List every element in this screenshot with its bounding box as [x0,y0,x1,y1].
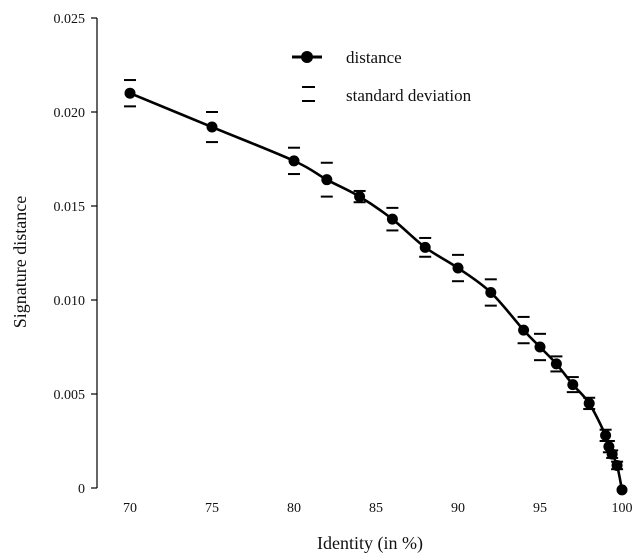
data-point [206,121,218,133]
data-point [452,262,464,274]
x-tick-label: 80 [287,501,301,516]
data-point [550,358,562,370]
x-tick-label: 90 [451,501,465,516]
y-tick-label: 0.010 [54,294,86,309]
y-tick-label: 0.015 [54,200,86,215]
y-axis: 0 0.005 0.010 0.015 0.020 0.025 [54,12,98,497]
data-point [419,241,431,253]
data-point [600,429,612,441]
data-point [321,174,333,186]
data-point [518,324,530,336]
data-point [386,213,398,225]
legend-distance-label: distance [346,48,402,67]
y-tick-label: 0.005 [54,388,86,403]
legend-std-label: standard deviation [346,86,472,105]
data-point [583,397,595,409]
series-layer [124,79,628,496]
data-point [124,87,136,99]
data-point [485,286,497,298]
data-point [534,341,546,353]
data-point [606,448,618,460]
x-tick-label: 95 [533,501,547,516]
y-axis-title: Signature distance [10,196,30,328]
data-point [616,484,628,496]
legend-distance-marker [301,51,313,63]
x-tick-label: 70 [123,501,137,516]
y-tick-label: 0 [78,482,85,497]
y-ticks: 0 0.005 0.010 0.015 0.020 0.025 [54,12,97,497]
data-point [354,191,366,203]
x-axis-title: Identity (in %) [317,533,423,554]
x-axis: 70 75 80 85 90 95 100 [123,501,633,516]
legend: distance standard deviation [292,48,472,105]
data-point [567,379,579,391]
x-tick-label: 85 [369,501,383,516]
data-point [288,155,300,167]
x-ticks: 70 75 80 85 90 95 100 [123,501,633,516]
y-tick-label: 0.020 [54,106,86,121]
x-tick-label: 100 [612,501,633,516]
x-tick-label: 75 [205,501,219,516]
data-point [611,459,623,471]
series-line-distance [129,91,624,491]
y-tick-label: 0.025 [54,12,86,27]
